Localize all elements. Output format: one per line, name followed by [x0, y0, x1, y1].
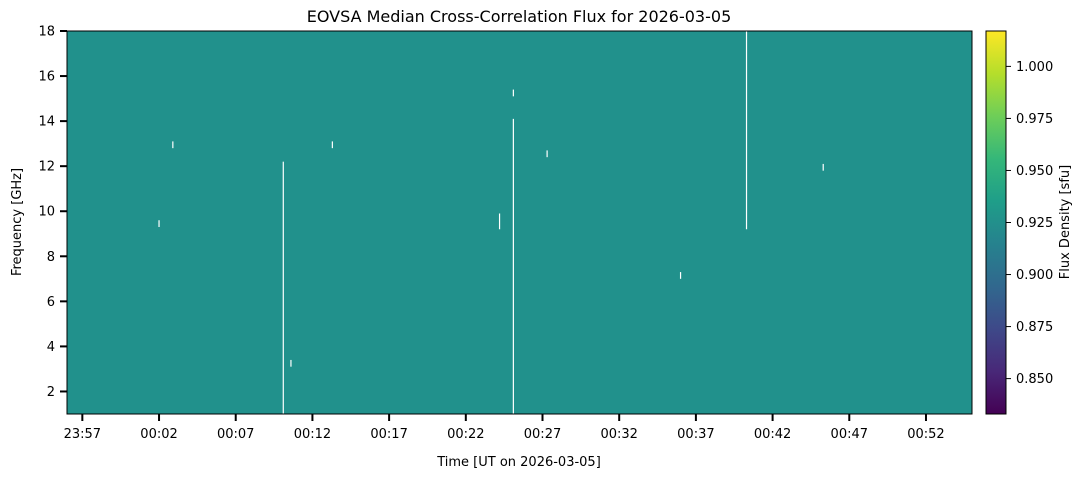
- data-gap-mark: [331, 141, 333, 149]
- x-axis: 23:57 00:02 00:07 00:12 00:17 00:22 00:27 00:32…: [64, 414, 945, 442]
- colorbar-tick-label: 0.950: [1016, 164, 1053, 179]
- colorbar-label: Flux Density [sfu]: [1058, 165, 1073, 279]
- data-gap-mark: [172, 141, 174, 149]
- colorbar: 0.850 0.875 0.900 0.925 0.950 0.975 1.000: [985, 30, 1053, 415]
- x-tick-label: 00:12: [294, 427, 331, 442]
- colorbar-tick-label: 0.850: [1016, 372, 1053, 387]
- y-tick-label: 18: [38, 25, 55, 40]
- y-tick-label: 2: [47, 385, 55, 400]
- x-tick-label: 00:37: [677, 427, 714, 442]
- colorbar-tick-label: 0.925: [1016, 216, 1053, 231]
- x-tick-label: 00:02: [140, 427, 177, 442]
- plot-area: [66, 30, 973, 415]
- x-tick-label: 00:27: [524, 427, 561, 442]
- heatmap-gaps: [158, 31, 824, 414]
- y-tick-label: 4: [47, 340, 55, 355]
- data-gap-mark: [290, 359, 292, 367]
- x-tick-label: 00:22: [447, 427, 484, 442]
- data-gap-mark: [679, 272, 682, 279]
- colorbar-gradient: [986, 31, 1006, 414]
- x-tick-label: 00:17: [370, 427, 407, 442]
- data-gap-mark: [745, 31, 748, 230]
- y-axis: 2 4 6 8 10 12 14 16 18: [38, 25, 67, 400]
- y-tick-label: 16: [38, 70, 55, 85]
- y-axis-label: Frequency [GHz]: [10, 168, 25, 276]
- x-tick-label: 00:32: [600, 427, 637, 442]
- data-gap-mark: [822, 163, 824, 171]
- plot-frame: [66, 30, 973, 415]
- x-axis-label: Time [UT on 2026-03-05]: [436, 455, 601, 470]
- x-tick-label: 00:07: [217, 427, 254, 442]
- x-tick-label: 00:52: [907, 427, 944, 442]
- data-gap-mark: [546, 150, 548, 158]
- x-tick-label: 23:57: [64, 427, 101, 442]
- y-tick-label: 10: [38, 205, 55, 220]
- colorbar-ticks: 0.850 0.875 0.900 0.925 0.950 0.975 1.000: [1006, 60, 1053, 387]
- colorbar-tick-label: 0.900: [1016, 268, 1053, 283]
- y-tick-label: 14: [38, 115, 55, 130]
- colorbar-tick-label: 1.000: [1016, 60, 1053, 75]
- y-tick-label: 8: [47, 250, 55, 265]
- y-tick-label: 6: [47, 295, 55, 310]
- x-tick-label: 00:47: [831, 427, 868, 442]
- chart-title: EOVSA Median Cross-Correlation Flux for …: [307, 7, 732, 26]
- heatmap-background: [67, 31, 972, 414]
- data-gap-mark: [512, 118, 514, 414]
- x-tick-label: 00:42: [754, 427, 791, 442]
- y-tick-label: 12: [38, 160, 55, 175]
- data-gap-mark: [282, 161, 284, 414]
- colorbar-tick-label: 0.875: [1016, 320, 1053, 335]
- data-gap-mark: [158, 220, 160, 228]
- colorbar-tick-label: 0.975: [1016, 112, 1053, 127]
- data-gap-mark: [498, 213, 501, 230]
- data-gap-mark: [512, 89, 514, 97]
